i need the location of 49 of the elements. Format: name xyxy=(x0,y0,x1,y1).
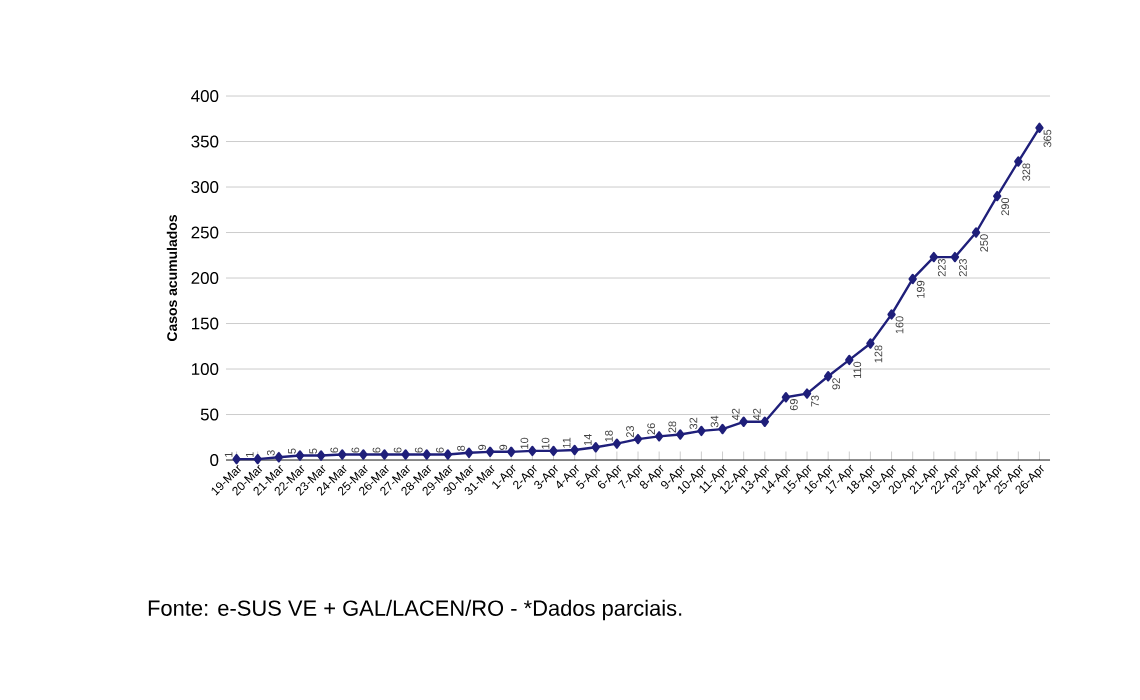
point xyxy=(697,425,706,437)
point xyxy=(549,445,558,457)
point xyxy=(507,446,516,458)
point xyxy=(253,453,262,465)
point xyxy=(274,452,284,463)
point xyxy=(359,449,368,460)
point xyxy=(232,453,241,465)
y-tick-label: 100 xyxy=(192,363,219,375)
point xyxy=(866,338,875,349)
point xyxy=(676,429,685,440)
point xyxy=(739,416,748,427)
point xyxy=(380,449,389,460)
y-tick-label: 300 xyxy=(191,181,219,193)
point xyxy=(887,309,896,320)
point xyxy=(823,371,833,382)
point xyxy=(591,442,600,453)
point xyxy=(718,423,727,435)
point xyxy=(316,450,326,461)
point xyxy=(612,438,622,449)
y-tick-label: 400 xyxy=(191,90,219,102)
point xyxy=(401,449,410,460)
point xyxy=(633,433,643,445)
y-tick-label: 0 xyxy=(210,454,219,466)
point xyxy=(908,273,917,285)
point xyxy=(802,388,812,399)
point xyxy=(295,450,305,461)
y-tick-label: 350 xyxy=(191,135,219,148)
point xyxy=(654,431,664,442)
y-tick-label: 200 xyxy=(191,272,219,284)
point xyxy=(570,444,579,456)
point xyxy=(971,227,981,238)
point xyxy=(1014,156,1023,167)
point xyxy=(422,449,431,460)
y-tick-label: 250 xyxy=(191,226,219,239)
point xyxy=(485,446,495,458)
y-tick-label: 150 xyxy=(192,317,219,330)
point xyxy=(1035,122,1044,134)
point xyxy=(845,354,854,366)
point xyxy=(929,251,938,263)
point xyxy=(760,416,769,427)
point xyxy=(528,445,537,457)
point xyxy=(950,251,960,263)
point xyxy=(781,392,791,403)
source-note: Fonte: e-SUS VE + GAL/LACEN/RO - *Dados parciais. xyxy=(148,599,682,621)
point xyxy=(464,447,474,458)
point xyxy=(993,190,1002,202)
point xyxy=(338,449,347,460)
point xyxy=(443,449,453,460)
y-tick-label: 50 xyxy=(200,408,219,421)
